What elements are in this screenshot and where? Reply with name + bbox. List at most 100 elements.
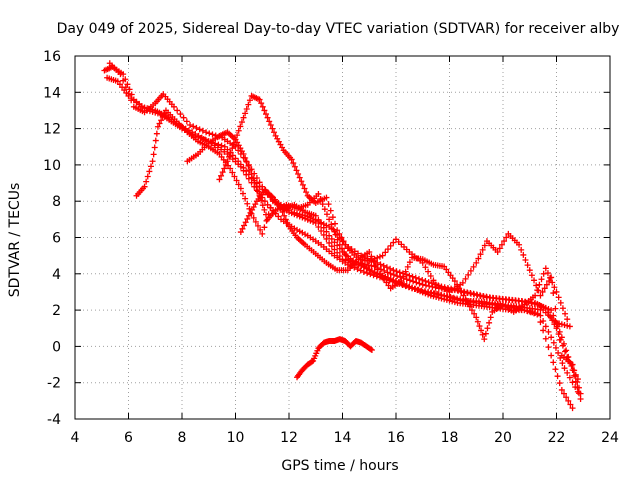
data-point — [406, 259, 413, 266]
data-point — [296, 211, 303, 218]
data-point — [192, 131, 199, 138]
data-point — [381, 267, 388, 274]
data-point — [404, 263, 411, 270]
data-point — [336, 230, 343, 237]
y-tick-label: 8 — [52, 194, 61, 210]
data-point — [211, 142, 218, 149]
data-point — [318, 220, 325, 227]
data-point — [284, 219, 291, 226]
data-point — [438, 295, 445, 302]
series-track-6 — [216, 92, 584, 397]
data-point — [323, 194, 330, 201]
data-point — [338, 234, 345, 241]
data-point — [467, 267, 474, 274]
data-point — [330, 226, 337, 233]
data-point — [240, 114, 247, 121]
data-point — [540, 270, 547, 277]
data-point — [254, 188, 261, 195]
data-point — [546, 278, 553, 285]
data-point — [239, 225, 246, 232]
data-point — [245, 101, 252, 108]
data-point — [222, 161, 229, 168]
data-point — [566, 323, 573, 330]
data-point — [441, 296, 448, 303]
data-point — [291, 209, 298, 216]
data-point — [332, 220, 339, 227]
data-point — [560, 340, 567, 347]
y-tick-label: 4 — [52, 267, 61, 283]
data-point — [536, 281, 543, 288]
data-point — [243, 105, 250, 112]
data-point — [126, 86, 133, 93]
data-point — [565, 397, 572, 404]
data-point — [466, 303, 473, 310]
data-point — [334, 236, 341, 243]
data-point — [561, 365, 568, 372]
data-point — [427, 292, 434, 299]
data-point — [543, 281, 550, 288]
data-point — [422, 264, 429, 271]
data-point — [474, 318, 481, 325]
data-point — [187, 121, 194, 128]
data-point — [242, 195, 249, 202]
y-tick-label: 6 — [52, 231, 61, 247]
data-point — [334, 242, 341, 249]
data-point — [366, 249, 373, 256]
data-point — [473, 259, 480, 266]
data-point — [549, 279, 556, 286]
data-point — [384, 275, 391, 282]
data-point — [569, 361, 576, 368]
data-point — [267, 121, 274, 128]
x-tick-label: 22 — [548, 430, 566, 446]
data-point — [446, 297, 453, 304]
data-point — [494, 249, 501, 256]
data-point — [400, 273, 407, 280]
data-point — [154, 123, 161, 130]
data-point — [271, 129, 278, 136]
data-point — [524, 262, 531, 269]
data-point — [520, 251, 527, 258]
data-point — [571, 367, 578, 374]
y-tick-label: -4 — [47, 412, 61, 428]
data-point — [214, 144, 221, 151]
data-point — [409, 284, 416, 291]
data-point — [577, 396, 584, 403]
data-point — [430, 277, 437, 284]
data-point — [559, 360, 566, 367]
data-point — [328, 235, 335, 242]
data-point — [354, 266, 361, 273]
data-point — [321, 206, 328, 213]
data-point — [537, 319, 544, 326]
data-point — [478, 327, 485, 334]
data-point — [312, 212, 319, 219]
chart-title: Day 049 of 2025, Sidereal Day-to-day VTE… — [57, 21, 620, 37]
data-point — [156, 120, 163, 127]
data-point — [577, 390, 584, 397]
data-point — [567, 401, 574, 408]
data-point — [483, 293, 490, 300]
data-point — [237, 163, 244, 170]
data-point — [299, 181, 306, 188]
data-point — [195, 132, 202, 139]
data-point — [563, 394, 570, 401]
data-point — [468, 307, 475, 314]
data-point — [231, 173, 238, 180]
data-point — [411, 286, 418, 293]
data-point — [569, 405, 576, 412]
x-axis: 4 6 8 10 12 14 16 18 20 22 24 — [71, 56, 619, 446]
data-point — [390, 267, 397, 274]
data-point — [556, 336, 563, 343]
data-point — [427, 272, 434, 279]
data-point — [534, 287, 541, 294]
data-point — [193, 124, 200, 131]
data-point — [227, 165, 234, 172]
data-point — [572, 373, 579, 380]
data-series — [101, 60, 584, 412]
data-point — [545, 306, 552, 313]
data-point — [355, 262, 362, 269]
data-point — [180, 114, 187, 121]
data-point — [342, 241, 349, 248]
data-point — [332, 231, 339, 238]
data-point — [343, 252, 350, 259]
data-point — [557, 299, 564, 306]
